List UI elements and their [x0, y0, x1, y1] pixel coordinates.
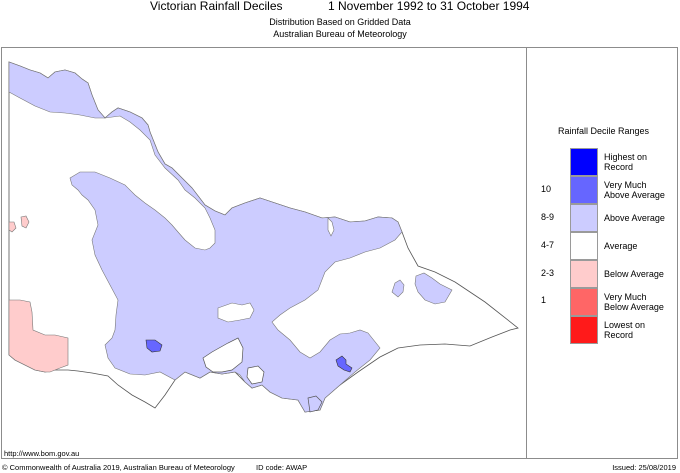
above-average-region-north — [8, 61, 403, 413]
subtitle-distribution: Distribution Based on Gridded Data — [269, 17, 411, 27]
legend-range-above: 8-9 — [541, 212, 555, 222]
legend-divider — [526, 47, 527, 459]
legend-label-below: Below Average — [604, 269, 664, 279]
above-average-patch-east1 — [391, 279, 405, 298]
average-patch-north-lake — [327, 217, 335, 237]
legend-swatch-above — [570, 204, 598, 232]
id-code: ID code: AWAP — [256, 463, 308, 472]
legend-swatch-lowest — [570, 316, 598, 344]
port-phillip-bay — [202, 337, 244, 373]
map-title: Victorian Rainfall Deciles — [150, 0, 283, 13]
copyright-text: © Commonwealth of Australia 2019, Austra… — [2, 463, 235, 472]
legend-label-lowest: Lowest on Record — [604, 320, 646, 340]
legend-label-above: Above Average — [604, 213, 665, 223]
legend-title: Rainfall Decile Ranges — [557, 126, 650, 136]
map-period: 1 November 1992 to 31 October 1994 — [328, 0, 530, 13]
legend-label-very-much-below: Very Much Below Average — [604, 292, 664, 312]
legend-swatch-average — [570, 232, 598, 260]
legend-label-average: Average — [604, 241, 638, 251]
legend-label-highest: Highest on Record — [604, 152, 648, 172]
wilsons-promontory — [307, 395, 323, 413]
subtitle-agency: Australian Bureau of Meteorology — [273, 29, 407, 39]
victoria-decile-map — [8, 61, 519, 413]
legend-swatch-highest — [570, 148, 598, 176]
below-average-patch-small2 — [20, 215, 30, 229]
below-average-patch-small1 — [8, 221, 17, 233]
legend-swatch-below — [570, 260, 598, 288]
legend-range-average: 4-7 — [541, 240, 555, 250]
western-port — [246, 365, 265, 385]
legend-label-very-much-above: Very Much Above Average — [604, 180, 665, 200]
legend-range-below: 2-3 — [541, 268, 555, 278]
issued-date: Issued: 25/08/2019 — [612, 463, 676, 472]
legend-range-very-much-above: 10 — [541, 184, 552, 194]
very-much-above-average-patch-east — [335, 355, 353, 373]
bom-url-link[interactable]: http://www.bom.gov.au — [4, 449, 80, 458]
title-row: Victorian Rainfall Deciles 1 November 19… — [0, 0, 680, 14]
legend-swatch-very-much-above — [570, 176, 598, 204]
above-average-patch-east2 — [414, 272, 453, 305]
legend-range-very-much-below: 1 — [541, 295, 547, 305]
map-frame — [1, 47, 678, 459]
legend-swatch-very-much-below — [570, 288, 598, 316]
very-much-above-average-patch-west — [145, 339, 163, 353]
below-average-region-southwest — [8, 299, 69, 373]
average-patch-central — [217, 302, 255, 323]
